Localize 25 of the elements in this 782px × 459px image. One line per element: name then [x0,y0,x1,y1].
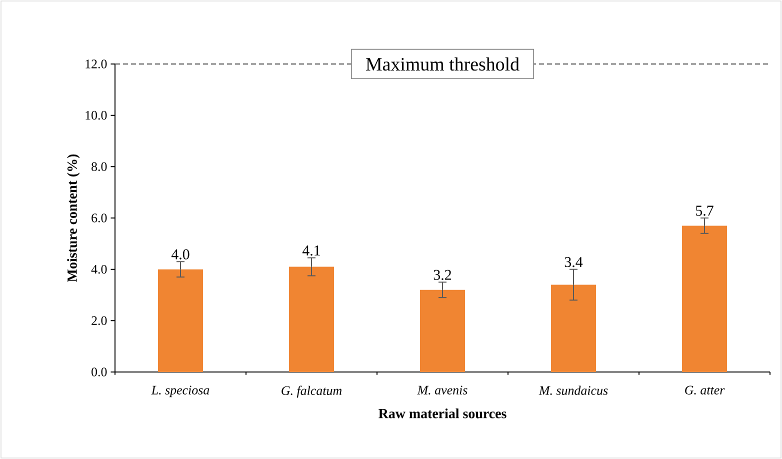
y-tick-label: 8.0 [92,162,107,172]
x-tick-label: M. avenis [417,386,468,395]
y-tick-label: 10.0 [86,110,107,120]
y-tick-label: 12.0 [86,60,107,68]
bar [682,226,728,372]
data-label: 4.1 [302,246,320,256]
data-label: 3.2 [434,270,452,280]
bar [551,284,596,372]
data-label: 3.4 [564,257,583,268]
bar [158,269,204,372]
y-tick-label: 0.0 [92,368,107,376]
x-tick-label: G. atter [685,386,725,395]
data-label: 4.0 [171,249,190,260]
x-tick-label: L. speciosa [151,386,210,398]
bar [420,290,466,372]
y-tick-label: 2.0 [92,316,107,326]
data-label: 5.7 [696,206,714,216]
bar [289,266,334,372]
x-tick-label: M. sundaicus [538,386,608,395]
y-tick-label: 6.0 [92,214,107,222]
x-tick-label: G. falcatum [282,386,342,398]
ref-line-label: Maximum threshold [366,57,520,71]
y-axis-title: Moisture content (%) [67,154,80,282]
x-axis-title: Raw material sources [378,408,506,418]
y-tick-label: 4.0 [91,264,107,274]
